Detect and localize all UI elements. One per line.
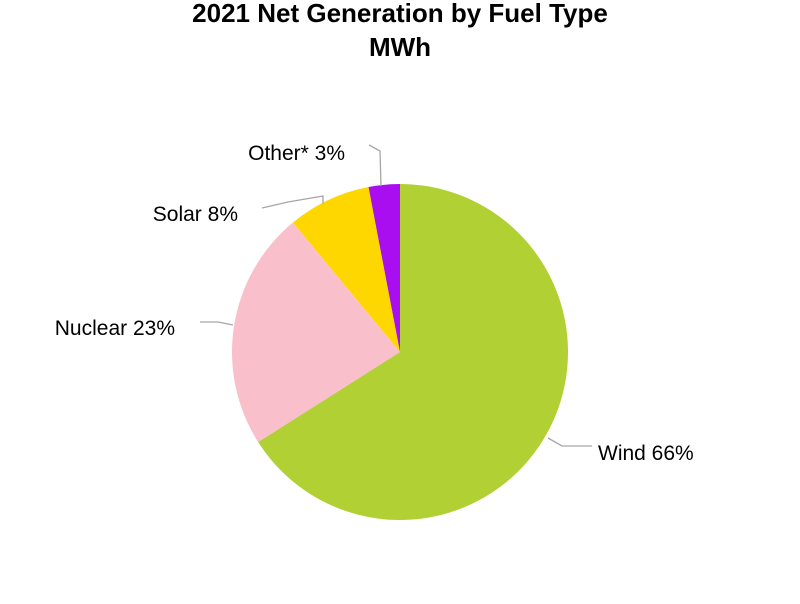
- pie-slice-wind: [258, 184, 568, 520]
- data-label-solar: Solar 8%: [153, 203, 238, 226]
- leader-line-other: [368, 144, 382, 187]
- leader-line-wind: [547, 437, 592, 447]
- chart-title: 2021 Net Generation by Fuel Type: [192, 0, 608, 28]
- data-label-wind: Wind 66%: [598, 442, 694, 465]
- pie-slice-other: [368, 184, 400, 352]
- data-label-other: Other* 3%: [248, 142, 345, 165]
- pie-slice-solar: [292, 186, 400, 352]
- pie-slice-nuclear: [231, 222, 400, 443]
- leader-line-solar: [261, 195, 324, 209]
- data-label-nuclear: Nuclear 23%: [55, 317, 175, 340]
- chart-subtitle: MWh: [368, 32, 432, 62]
- leader-line-nuclear: [200, 321, 234, 326]
